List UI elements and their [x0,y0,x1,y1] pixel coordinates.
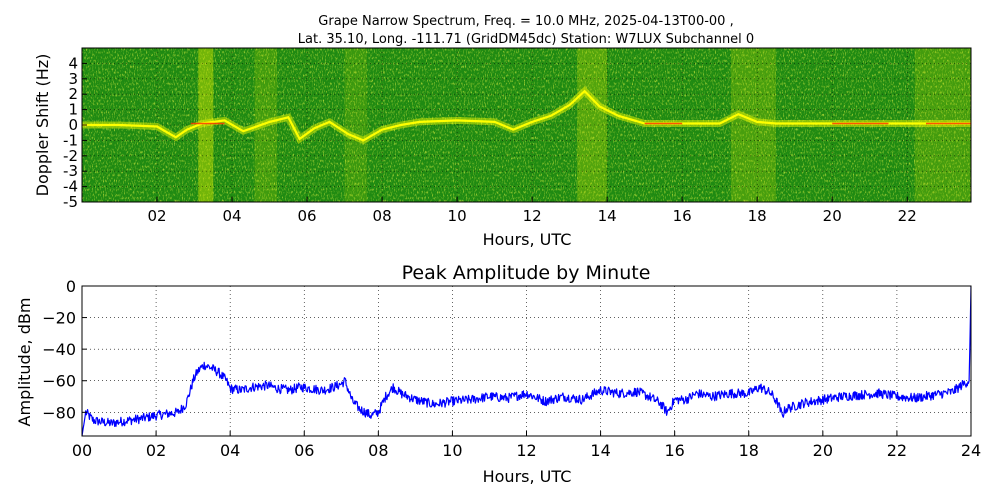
amplitude-x-label: Hours, UTC [483,467,572,486]
amplitude-x-ticks: 00 02 04 06 08 10 12 14 16 18 20 22 24 [72,431,981,460]
spectrogram-x-tick-label: 22 [898,207,917,225]
amplitude-y-label: Amplitude, dBm [15,298,34,427]
amplitude-x-tick-label: 08 [368,441,388,460]
spectrogram-x-ticks: 02 04 06 08 10 12 14 16 18 20 22 [147,197,917,225]
spectrogram-y-label: Doppler Shift (Hz) [33,54,52,197]
spectrogram-y-tick-label: -4 [63,178,78,196]
spectrogram-band [254,48,278,202]
spectrogram-x-tick-label: 04 [222,207,241,225]
amplitude-x-tick-label: 24 [961,441,981,460]
spectrogram-x-tick-label: 20 [823,207,842,225]
spectrogram-x-tick-label: 02 [147,207,166,225]
spectrogram-x-tick-label: 14 [598,207,617,225]
amplitude-y-tick-label: −60 [42,372,76,391]
spectrogram-grid [82,48,971,202]
amplitude-y-tick-label: 0 [66,277,76,296]
spectrogram-y-tick-label: -3 [63,162,78,180]
spectrogram-title-line1: Grape Narrow Spectrum, Freq. = 10.0 MHz,… [318,14,733,29]
spectrogram-y-tick-label: -5 [63,193,78,211]
spectrogram-y-tick-label: -1 [63,131,78,149]
amplitude-x-tick-label: 14 [590,441,610,460]
amplitude-x-tick-label: 12 [516,441,536,460]
amplitude-x-tick-label: 02 [146,441,166,460]
amplitude-y-tick-label: −40 [42,340,76,359]
spectrogram-y-tick-label: 2 [68,85,78,103]
amplitude-y-tick-label: −20 [42,309,76,328]
amplitude-title: Peak Amplitude by Minute [402,262,651,284]
spectrogram-plot [82,48,971,202]
amplitude-x-tick-label: 16 [664,441,684,460]
spectrogram-x-tick-label: 12 [523,207,542,225]
amplitude-x-tick-label: 22 [887,441,907,460]
amplitude-x-tick-label: 18 [739,441,759,460]
amplitude-x-tick-label: 20 [813,441,833,460]
spectrogram-band [198,48,214,202]
spectrogram-y-tick-label: 4 [68,54,78,72]
amplitude-y-tick-label: −80 [42,403,76,422]
spectrogram-x-tick-label: 08 [373,207,392,225]
spectrogram-x-tick-label: 18 [748,207,767,225]
amplitude-x-tick-label: 00 [72,441,92,460]
spectrogram-y-tick-label: 3 [68,70,78,88]
spectrogram-band [344,48,368,202]
spectrogram-x-tick-label: 06 [298,207,317,225]
spectrogram-title-line2: Lat. 35.10, Long. -111.71 (GridDM45dc) S… [298,32,754,47]
amplitude-plot-area [82,286,971,436]
amplitude-line [82,286,971,436]
amplitude-y-ticks: 0 −20 −40 −60 −80 [42,277,87,422]
spectrogram-x-tick-label: 16 [673,207,692,225]
spectrogram-y-tick-label: -2 [63,147,78,165]
amplitude-x-tick-label: 04 [220,441,240,460]
spectrogram-x-tick-label: 10 [448,207,467,225]
spectrogram-y-tick-label: 0 [68,116,78,134]
amplitude-x-tick-label: 10 [442,441,462,460]
amplitude-x-tick-label: 06 [294,441,314,460]
doppler-trace [82,89,971,142]
spectrogram-y-tick-label: 1 [68,101,78,119]
spectrogram-x-label: Hours, UTC [483,230,572,249]
